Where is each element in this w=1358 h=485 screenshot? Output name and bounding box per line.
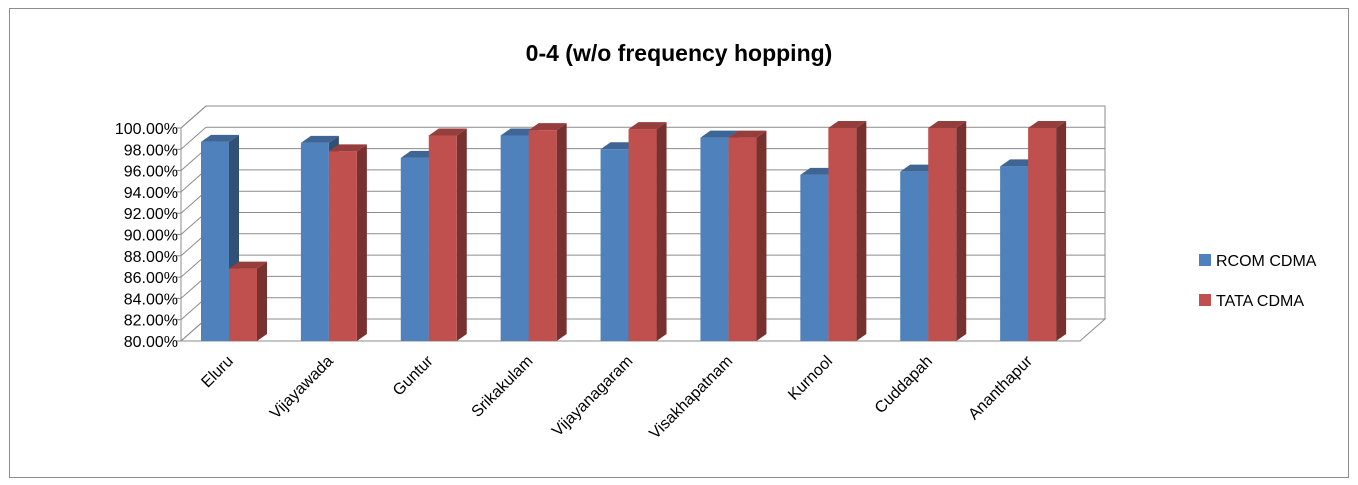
- legend-label: TATA CDMA: [1216, 293, 1304, 310]
- gridline-diag: [180, 126, 207, 150]
- y-tick-label: 88.00%: [124, 249, 178, 266]
- bar-front: [700, 137, 729, 341]
- bar-front: [600, 149, 629, 341]
- y-tick-label: 90.00%: [124, 228, 178, 245]
- bar-tata: [728, 130, 767, 341]
- bar-side: [1056, 121, 1067, 341]
- bar-top: [628, 122, 667, 130]
- bar-side: [257, 261, 267, 341]
- bar-front: [229, 268, 257, 341]
- x-tick-label: Srikakulam: [469, 353, 537, 421]
- x-tick-label: Kurnool: [785, 353, 836, 404]
- y-tick-label: 82.00%: [124, 313, 178, 330]
- bar-tata: [428, 128, 467, 341]
- bar-top: [428, 128, 467, 136]
- bar-tata: [828, 121, 867, 341]
- x-tick-label: Vijayanagaram: [549, 353, 636, 440]
- x-tick-label: Visakhapatnam: [646, 353, 736, 443]
- bar-side: [356, 144, 367, 341]
- bar-side: [956, 121, 967, 341]
- bar-top: [700, 130, 739, 138]
- y-axis-ticks: 80.00% 82.00% 84.00% 86.00% 88.00% 90.00% 92.0…: [115, 121, 178, 351]
- x-tick-label: Cuddapah: [872, 353, 936, 417]
- y-tick-label: 92.00%: [124, 206, 178, 223]
- bar-front: [1000, 166, 1029, 341]
- bar-tata: [928, 121, 967, 341]
- y-tick-label: 98.00%: [124, 142, 178, 159]
- x-tick-label: Guntur: [390, 352, 437, 399]
- bar-top: [528, 123, 567, 131]
- legend-swatch: [1199, 294, 1211, 306]
- bar-top: [828, 121, 867, 128]
- y-tick-label: 80.00%: [124, 334, 178, 351]
- bar-tata: [1028, 121, 1067, 341]
- legend-swatch: [1199, 254, 1211, 266]
- bar-front: [201, 141, 229, 341]
- y-tick-label: 100.00%: [115, 121, 178, 138]
- y-tick-label: 94.00%: [124, 185, 178, 202]
- chart-title: 0-4 (w/o frequency hopping): [526, 40, 833, 66]
- bar-front: [928, 128, 957, 341]
- bar-top: [229, 261, 267, 269]
- bar-top: [328, 144, 367, 152]
- bar-front: [500, 135, 529, 341]
- bars: [201, 121, 1067, 341]
- legend: RCOM CDMA TATA CDMA: [1199, 253, 1317, 310]
- y-tick-label: 96.00%: [124, 164, 178, 181]
- gridline-diag: [180, 105, 207, 129]
- bar-side: [656, 122, 667, 341]
- bar-top: [928, 121, 967, 128]
- bar-front: [300, 142, 329, 341]
- bar-front: [728, 137, 757, 341]
- y-tick-label: 86.00%: [124, 270, 178, 287]
- bar-front: [328, 151, 357, 341]
- bar-top: [201, 134, 239, 142]
- bar-front: [800, 174, 829, 341]
- x-tick-label: Eluru: [198, 353, 236, 391]
- bar-front: [428, 135, 457, 341]
- bar-side: [456, 128, 467, 341]
- bar-side: [756, 130, 767, 341]
- bar-front: [528, 130, 557, 341]
- x-tick-label: Vijayawada: [267, 353, 337, 423]
- bar-side: [856, 121, 867, 341]
- x-tick-label: Ananthapur: [965, 352, 1036, 423]
- legend-label: RCOM CDMA: [1216, 253, 1317, 270]
- bar-front: [900, 171, 929, 341]
- bar-front: [400, 157, 429, 341]
- bar-rcom: [201, 134, 239, 341]
- bar-front: [828, 128, 857, 341]
- bar-side: [556, 123, 567, 341]
- bar-tata: [328, 144, 367, 341]
- bar-front: [1028, 128, 1057, 341]
- bar-tata: [229, 261, 267, 341]
- bar-top: [1028, 121, 1067, 128]
- bar-top: [728, 130, 767, 138]
- bar-tata: [528, 123, 567, 341]
- y-tick-label: 84.00%: [124, 291, 178, 308]
- bar-top: [300, 135, 339, 143]
- x-axis-ticks: Eluru Vijayawada Guntur Srikakulam Vijayanag…: [198, 352, 1036, 442]
- bar-tata: [628, 122, 667, 341]
- bar-front: [628, 129, 657, 341]
